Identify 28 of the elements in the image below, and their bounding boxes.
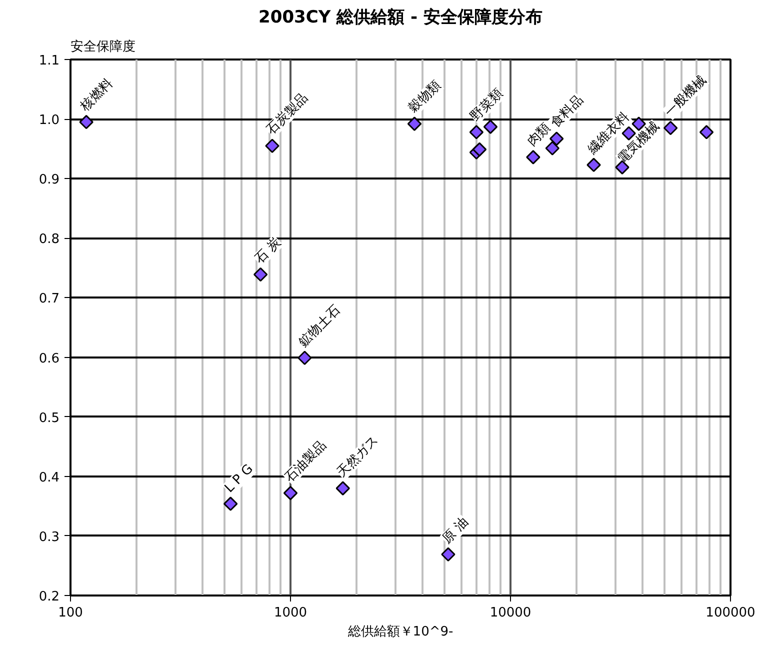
x-tick-label: 100 [58,606,83,620]
annotation: 原 油 [440,514,472,547]
y-tick-label: 0.3 [38,530,60,545]
y-tick-label: 0.2 [38,590,60,604]
annotation: 核燃料 [77,76,116,115]
annotation: 一般機械 [662,72,710,120]
y-tick-label: 0.8 [38,232,60,248]
y-tick-label: 0.5 [38,410,60,426]
y-tick-label: 0.9 [38,172,60,188]
annotation: 石油製品 [282,438,330,486]
annotation: 穀物類 [406,78,444,116]
y-tick-label: 0.7 [38,292,60,307]
annotation: 石炭製品 [264,90,312,138]
y-axis-title: 安全保障度 [70,38,136,54]
annotation: 天然ガス [334,433,382,481]
x-tick-label: 10000 [490,606,532,620]
annotation: 石 炭 [252,234,284,267]
annotation: L P G [222,462,256,496]
x-tick-label: 1000 [274,606,308,620]
chart-title: 2003CY 総供給額 - 安全保障度分布 [258,8,542,28]
x-axis-title: 総供給額￥10^9- [346,624,454,640]
y-tick-label: 1.0 [38,113,60,128]
y-tick-label: 1.1 [38,54,60,68]
annotation: 鉱物土石 [296,302,344,350]
annotation: 野菜類 [468,86,506,124]
y-tick-label: 0.6 [38,351,60,366]
x-tick-label: 100000 [706,606,756,620]
y-tick-label: 0.4 [38,470,60,486]
